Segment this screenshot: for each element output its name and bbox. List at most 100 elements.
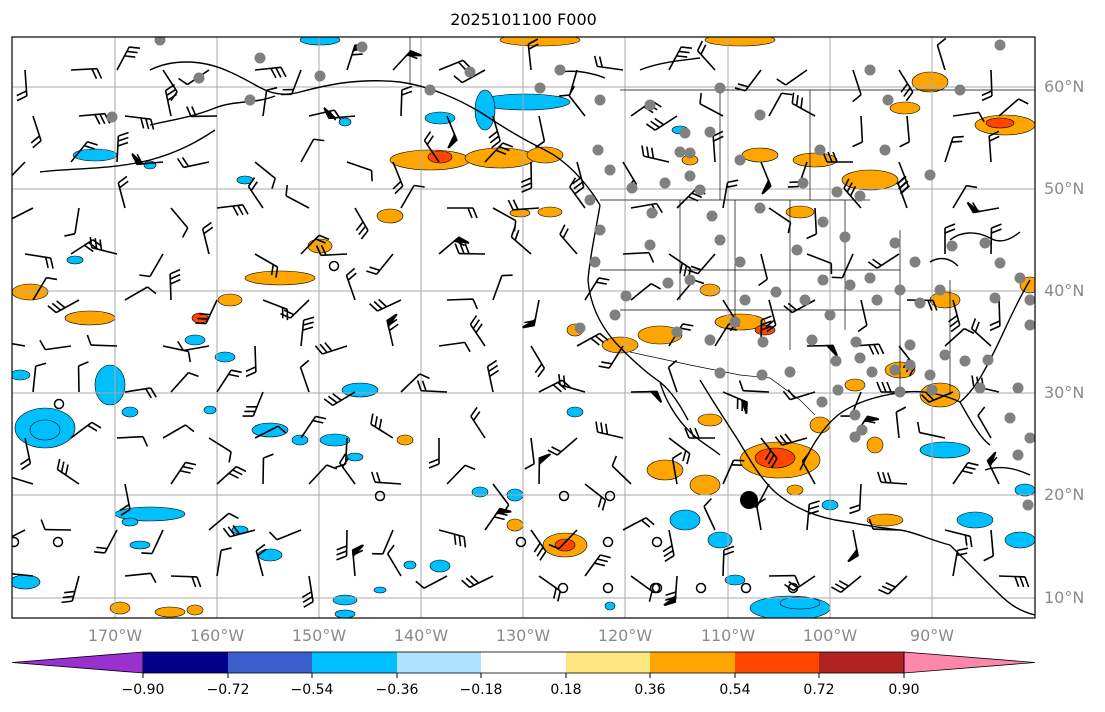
wind-barb [559,224,578,255]
lon-label-140w: 140°W [393,626,449,645]
shaded-region [203,405,217,415]
shaded-region [424,111,456,125]
shaded-region [985,117,1015,129]
wind-barb [262,453,274,485]
shaded-region [217,293,243,307]
station-dot [866,366,878,378]
station-dot [659,177,671,189]
station-dot [592,144,604,156]
colorbar-tick: 0.54 [719,682,751,698]
lat-label-60n: 60°N [1044,77,1085,96]
lon-label-90w: 90°W [909,626,955,645]
lat-label-50n: 50°N [1044,179,1085,198]
station-dot [854,190,866,202]
shaded-region [554,538,576,552]
wind-barb [630,282,661,301]
wind-barb [12,207,34,221]
wind-barb [19,437,32,471]
wind-barb [944,135,964,163]
station-dot [644,99,656,111]
station-dot [864,272,876,284]
wind-barb [696,40,716,71]
wind-barb [386,544,402,577]
wind-barb [386,313,399,347]
shaded-region [786,484,804,496]
station-dot [924,169,936,181]
wind-barb [593,55,624,71]
station-dot [770,286,782,298]
shaded-region [403,560,417,570]
lat-label-40n: 40°N [1044,281,1085,300]
shaded-region [566,406,584,418]
station-dot [714,367,726,379]
station-dot [830,355,842,367]
wind-barb [164,83,178,117]
wind-barb [765,299,777,333]
wind-barb [568,85,586,117]
station-dot [889,237,901,249]
wind-barb [847,529,859,563]
station-dot [831,186,843,198]
lon-label-160w: 160°W [189,626,245,645]
station-dot [679,127,691,139]
wind-barb [806,253,833,275]
wind-barb [768,574,800,586]
wind-barb [768,207,792,234]
station-dot [734,256,746,268]
station-dot [1024,319,1035,331]
wind-barb [170,575,202,588]
wind-barb [446,464,476,485]
wind-barb [986,451,1000,485]
wind-barb [776,69,808,86]
shaded-region [911,71,949,93]
station-dot [856,424,868,436]
shaded-region [699,283,721,297]
wind-barb [47,299,80,314]
borders [409,37,1035,416]
wind-barb [989,299,1001,332]
station-dot [729,316,741,328]
lat-label-20n: 20°N [1044,485,1085,504]
wind-barb [176,156,210,169]
wind-barb [878,575,908,595]
station-dot [806,334,818,346]
shaded-region [257,548,283,562]
wind-barb [70,141,98,163]
lat-label-10n: 10°N [1044,588,1085,607]
shaded-region [707,531,733,549]
wind-barb [254,66,287,79]
station-dot [706,210,718,222]
wind-barb [336,529,348,561]
station-dot [791,244,803,256]
wind-barb [843,178,862,209]
wind-barb [488,115,501,149]
wind-barb [346,161,373,182]
shaded-region [526,146,564,164]
wind-barb [576,332,609,347]
wind-barb [611,455,632,485]
wind-barb [952,111,985,123]
wind-barb [895,406,907,439]
station-dot [594,94,606,106]
wind-barb [952,184,978,209]
wind-barb [970,318,992,347]
station-dot [879,144,891,156]
colorbar-segment [397,652,481,673]
wind-barb [170,461,197,485]
shaded-region [646,459,684,481]
wind-barb [990,223,1002,255]
station-dot [106,111,118,123]
wind-barb [170,371,199,393]
station-dot [850,336,862,348]
station-dot [1014,272,1026,284]
shaded-region [506,518,524,532]
station-dot [626,182,638,194]
colorbar-extend-low [11,651,144,674]
wind-barb [831,253,854,279]
calm-circle [12,536,20,548]
wind-barb [117,175,129,209]
wind-barb [806,344,838,358]
wind-barb [470,406,486,439]
colorbar-segment [650,652,735,673]
shaded-region [346,452,364,462]
